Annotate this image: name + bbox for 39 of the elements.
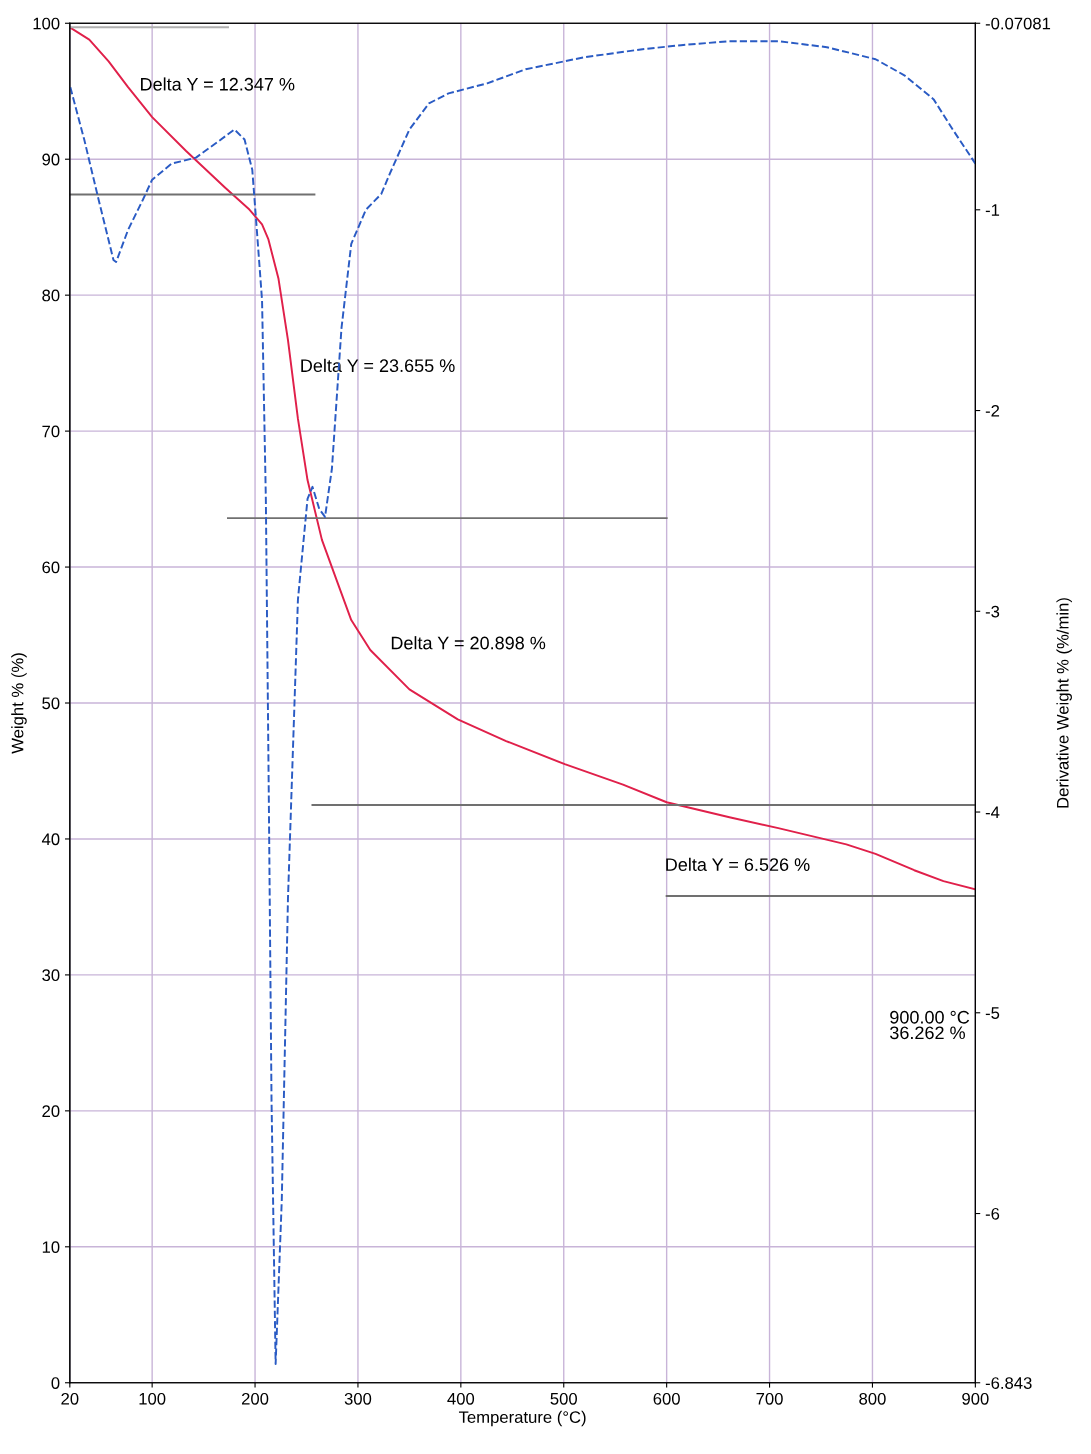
y2-tick-label: -3 (985, 605, 1000, 618)
annotation: Delta Y = 6.526 % (666, 857, 810, 871)
x-tick-label: 800 (859, 1392, 886, 1405)
y-tick-label: 80 (42, 289, 60, 302)
line-series (69, 26, 976, 891)
y-tick-label: 0 (51, 1377, 60, 1389)
y-tick-label: 50 (42, 697, 60, 710)
x-tick-label: 300 (344, 1392, 372, 1405)
y2-tick-label: -1 (985, 204, 1000, 216)
y2-tick-label: -4 (985, 806, 1000, 819)
y2-tick-label: -6.843 (985, 1377, 1032, 1389)
x-tick-label: 100 (139, 1392, 166, 1405)
x-tick-label: 900 (962, 1392, 989, 1405)
annotation: Delta Y = 23.655 % (301, 358, 455, 373)
y-tick-label: 100 (33, 17, 60, 30)
y-tick-label: 30 (42, 969, 60, 982)
annotation: Delta Y = 12.347 % (141, 77, 295, 91)
annotation: Delta Y = 20.898 % (391, 636, 546, 650)
y-tick-label: 70 (42, 425, 60, 438)
x-tick-label: 600 (653, 1392, 680, 1405)
y2-tick-label: -6 (985, 1207, 1000, 1220)
y2-tick-label: -5 (985, 1007, 1000, 1019)
x-tick-label: 200 (241, 1392, 269, 1405)
y-tick-label: 60 (42, 561, 60, 574)
x-tick-label: 700 (756, 1392, 783, 1405)
x-tick-label: 400 (447, 1392, 475, 1405)
x-axis-title: Temperature (°C) (458, 1410, 586, 1427)
y2-tick-label: -2 (985, 404, 1000, 417)
x-tick-label: 500 (550, 1392, 577, 1405)
y2-tick-label: -0.07081 (985, 17, 1051, 30)
y-tick-label: 40 (41, 833, 60, 846)
line-series (69, 40, 976, 1366)
y-tick-label: 20 (42, 1105, 60, 1118)
annotation: 900.00 °C 36.262 % (890, 1010, 970, 1040)
y2-axis-title: Derivative Weight % (%/min) (1056, 598, 1072, 808)
y-tick-label: 90 (42, 153, 60, 166)
x-tick-label: 20 (61, 1392, 79, 1405)
y-axis-title: Weight % (%) (11, 653, 27, 754)
y-tick-label: 10 (42, 1241, 60, 1254)
